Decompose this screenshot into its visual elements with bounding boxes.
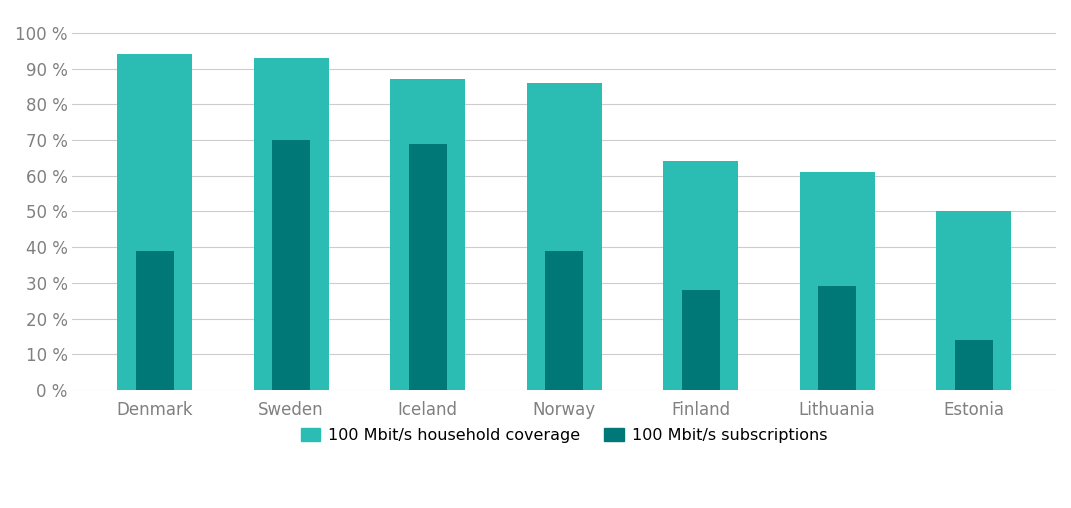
Bar — [663, 162, 738, 390]
Bar — [117, 54, 192, 390]
Bar — [254, 58, 329, 390]
Bar — [681, 290, 720, 390]
Bar — [136, 250, 174, 390]
Bar — [527, 83, 602, 390]
Bar — [272, 140, 311, 390]
Bar — [800, 172, 875, 390]
Bar — [390, 79, 465, 390]
Bar — [818, 287, 857, 390]
Bar — [936, 211, 1011, 390]
Bar — [954, 340, 993, 390]
Bar — [545, 250, 584, 390]
Bar — [408, 144, 447, 390]
Legend: 100 Mbit/s household coverage, 100 Mbit/s subscriptions: 100 Mbit/s household coverage, 100 Mbit/… — [295, 422, 833, 450]
